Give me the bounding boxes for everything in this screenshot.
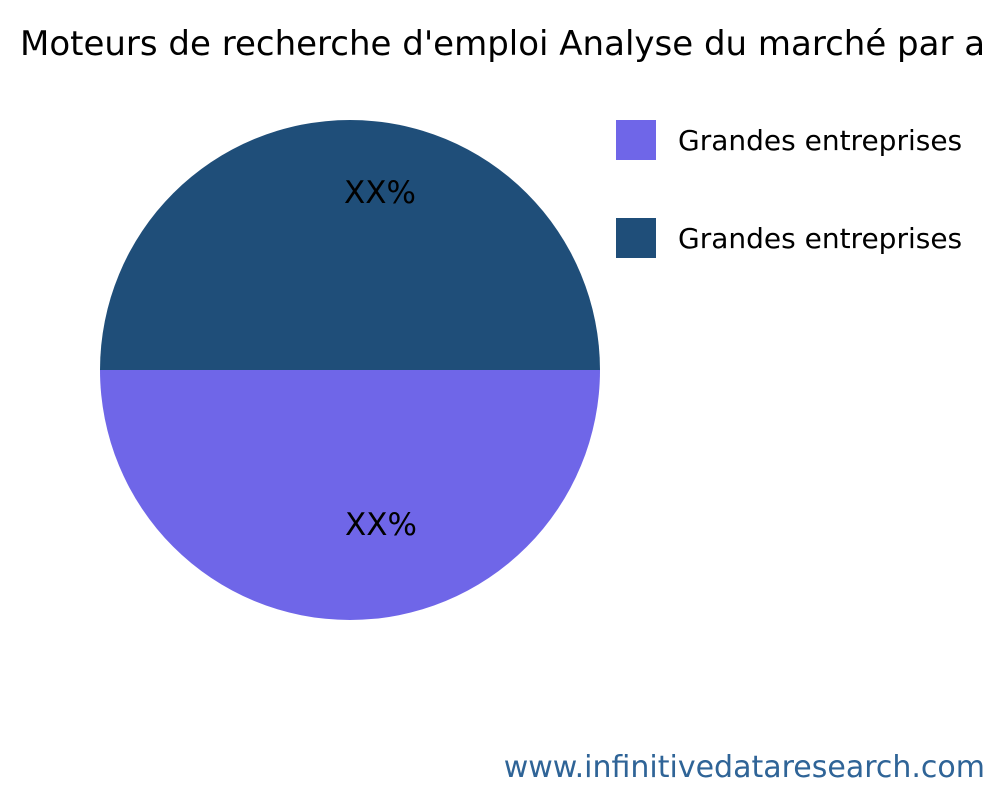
legend: Grandes entreprises Grandes entreprises [616, 120, 962, 316]
footer-url: www.infinitivedataresearch.com [503, 750, 985, 785]
legend-item: Grandes entreprises [616, 218, 962, 258]
legend-label: Grandes entreprises [678, 221, 963, 255]
pie-slice-top-label: XX% [344, 175, 416, 211]
legend-swatch [616, 218, 656, 258]
legend-swatch [616, 120, 656, 160]
pie-chart [100, 120, 600, 620]
chart-title: Moteurs de recherche d'emploi Analyse du… [20, 24, 986, 64]
pie-slice-bottom-label: XX% [345, 507, 417, 543]
legend-label: Grandes entreprises [678, 123, 963, 157]
legend-item: Grandes entreprises [616, 120, 962, 160]
